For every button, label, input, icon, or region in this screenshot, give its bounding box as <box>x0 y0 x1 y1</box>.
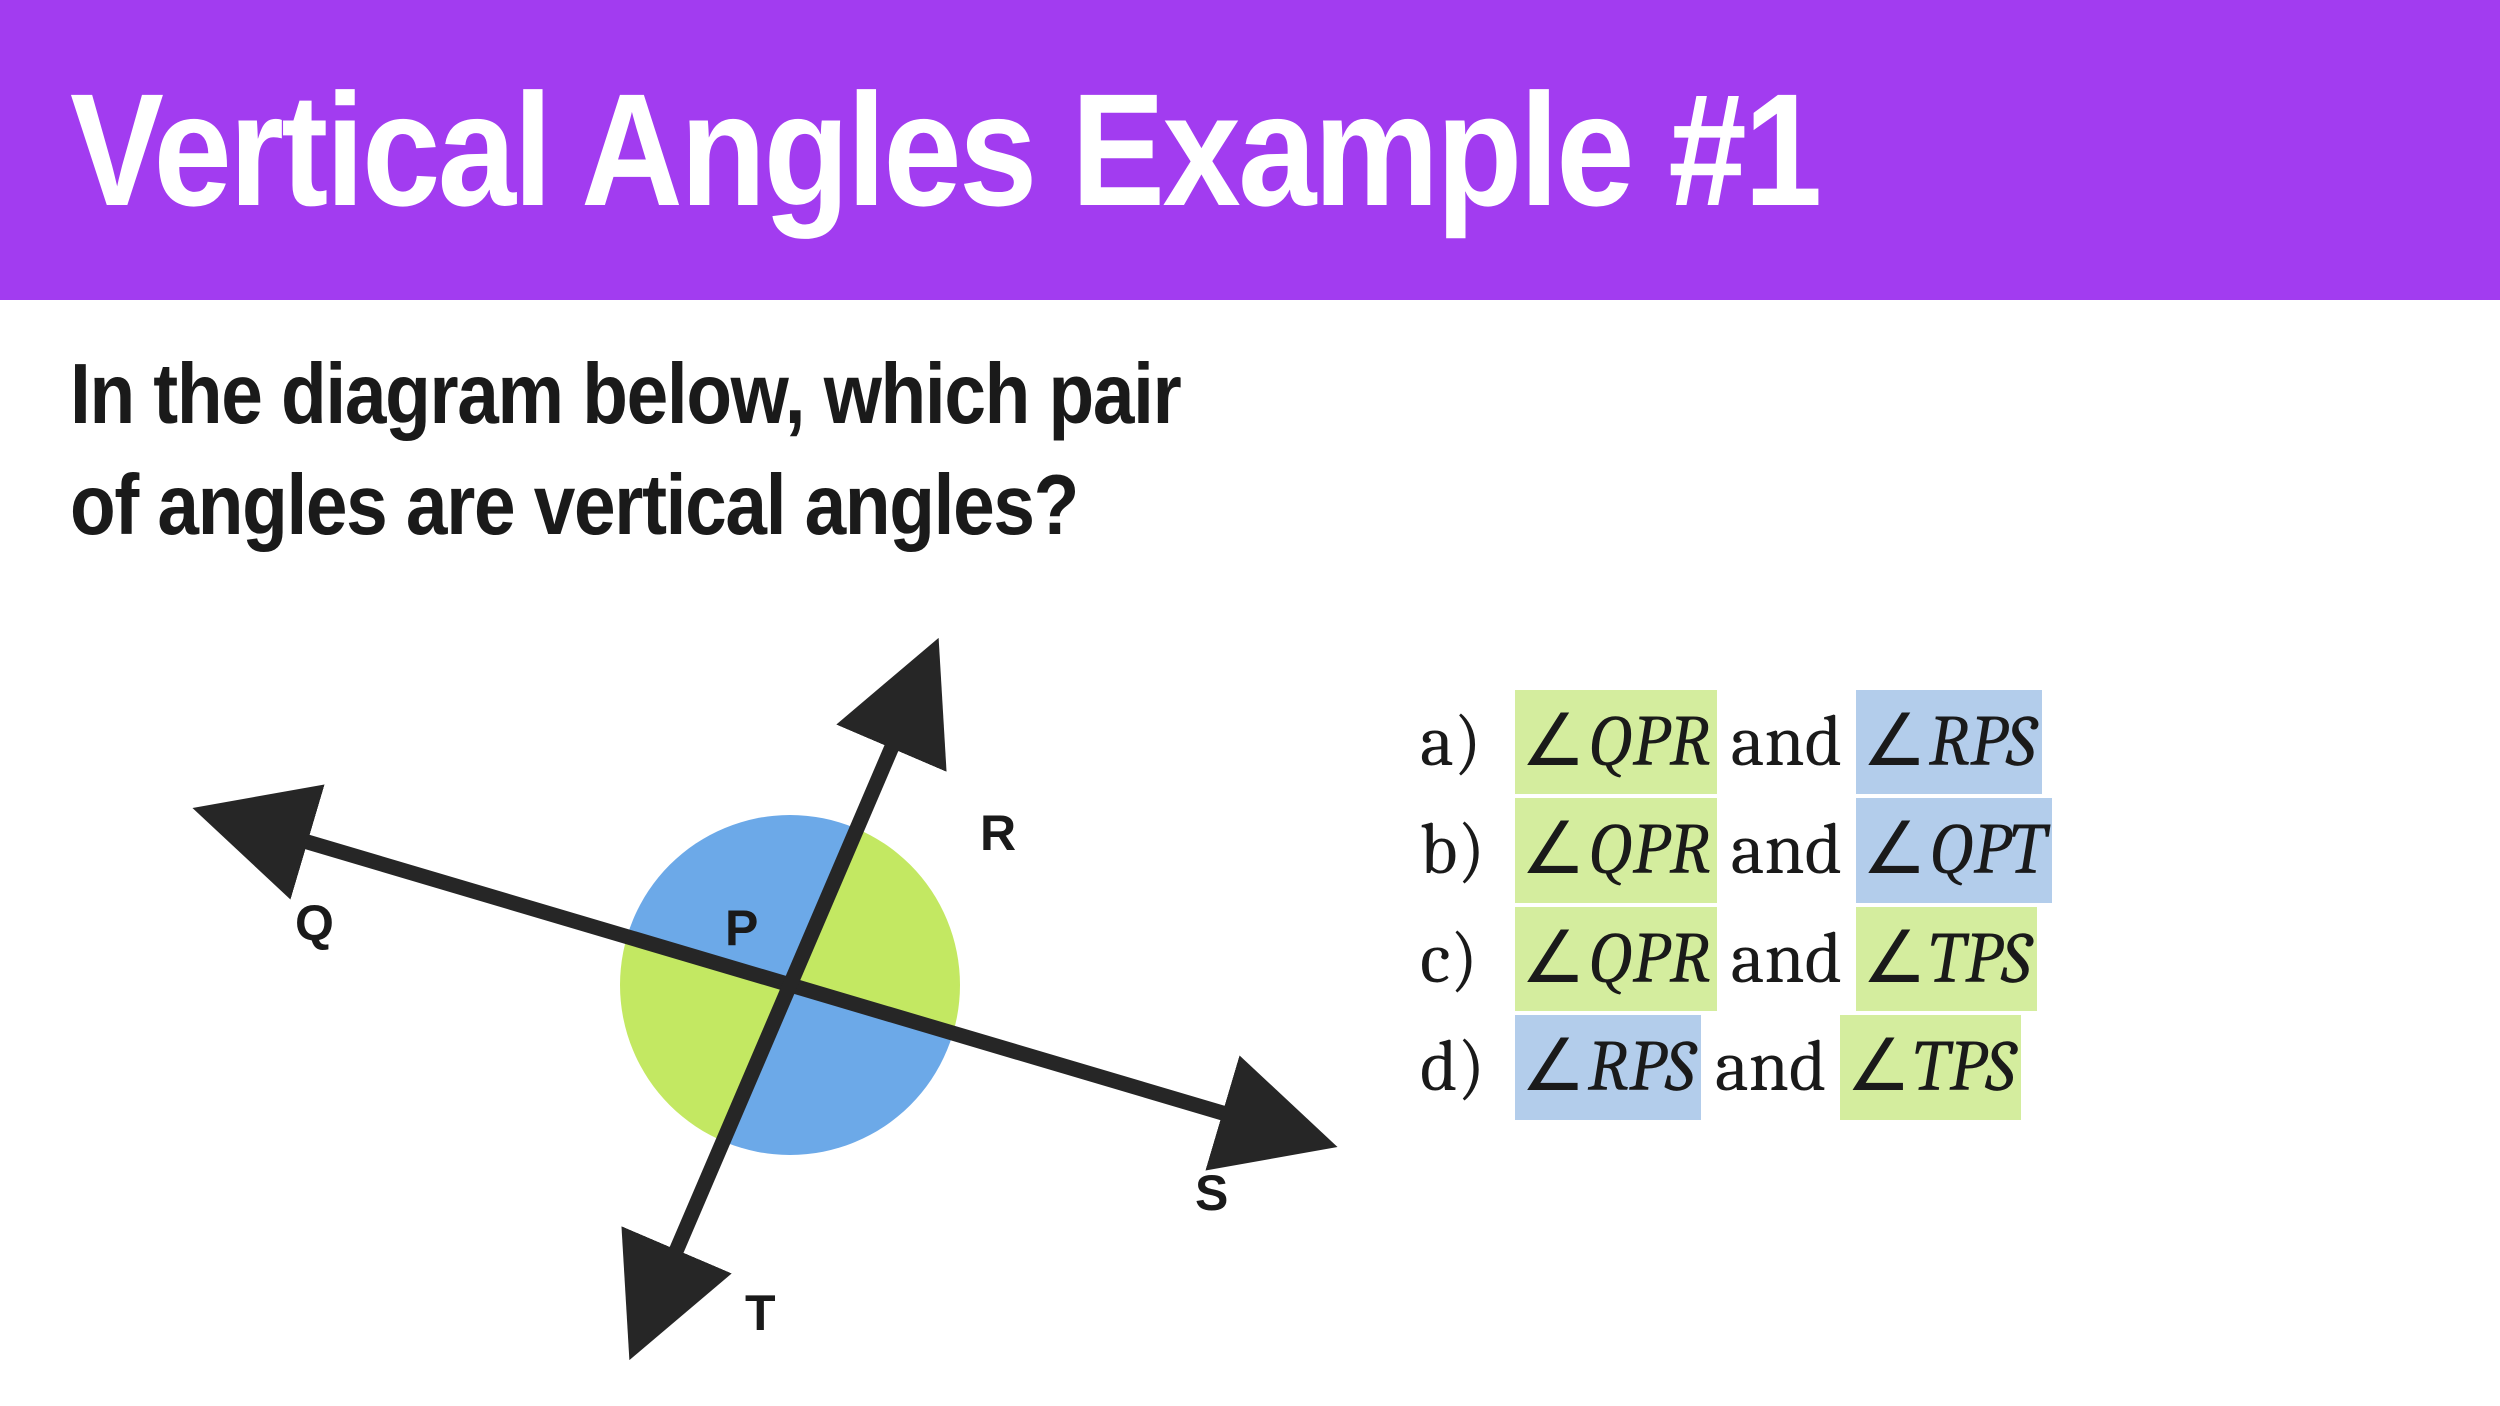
option-label: b) <box>1420 798 1515 902</box>
and-text: and <box>1731 690 1842 794</box>
angle-2: ∠TPS <box>1856 907 2037 1011</box>
page-title: Vertical Angles Example #1 <box>70 58 1820 242</box>
diagram-svg: Q P R S T <box>100 600 1400 1400</box>
angle-1: ∠QPR <box>1515 690 1717 794</box>
option-row: d)∠RPSand∠TPS <box>1420 1015 2052 1119</box>
option-content: ∠QPRand∠RPS <box>1515 690 2042 794</box>
label-r: R <box>980 805 1016 861</box>
option-content: ∠QPRand∠TPS <box>1515 907 2037 1011</box>
question-line-1: In the diagram below, which pair <box>70 340 1180 451</box>
options-list: a)∠QPRand∠RPSb)∠QPRand∠QPTc)∠QPRand∠TPSd… <box>1420 690 2052 1124</box>
option-label: d) <box>1420 1015 1515 1119</box>
option-content: ∠QPRand∠QPT <box>1515 798 2052 902</box>
angle-wedges <box>100 600 1400 1400</box>
option-content: ∠RPSand∠TPS <box>1515 1015 2021 1119</box>
angle-2: ∠RPS <box>1856 690 2042 794</box>
option-row: b)∠QPRand∠QPT <box>1420 798 2052 902</box>
option-row: c)∠QPRand∠TPS <box>1420 907 2052 1011</box>
label-t: T <box>745 1285 776 1341</box>
label-s: S <box>1195 1165 1228 1221</box>
option-row: a)∠QPRand∠RPS <box>1420 690 2052 794</box>
label-p: P <box>725 900 758 956</box>
label-q: Q <box>295 895 334 951</box>
and-text: and <box>1731 798 1842 902</box>
and-text: and <box>1715 1015 1826 1119</box>
title-bar: Vertical Angles Example #1 <box>0 0 2500 300</box>
angles-diagram: Q P R S T <box>100 600 1400 1400</box>
option-label: a) <box>1420 690 1515 794</box>
angle-1: ∠QPR <box>1515 798 1717 902</box>
option-label: c) <box>1420 907 1515 1011</box>
angle-1: ∠QPR <box>1515 907 1717 1011</box>
angle-2: ∠QPT <box>1856 798 2052 902</box>
angle-1: ∠RPS <box>1515 1015 1701 1119</box>
and-text: and <box>1731 907 1842 1011</box>
question-text: In the diagram below, which pair of angl… <box>70 340 1180 561</box>
angle-2: ∠TPS <box>1840 1015 2021 1119</box>
question-line-2: of angles are vertical angles? <box>70 451 1180 562</box>
